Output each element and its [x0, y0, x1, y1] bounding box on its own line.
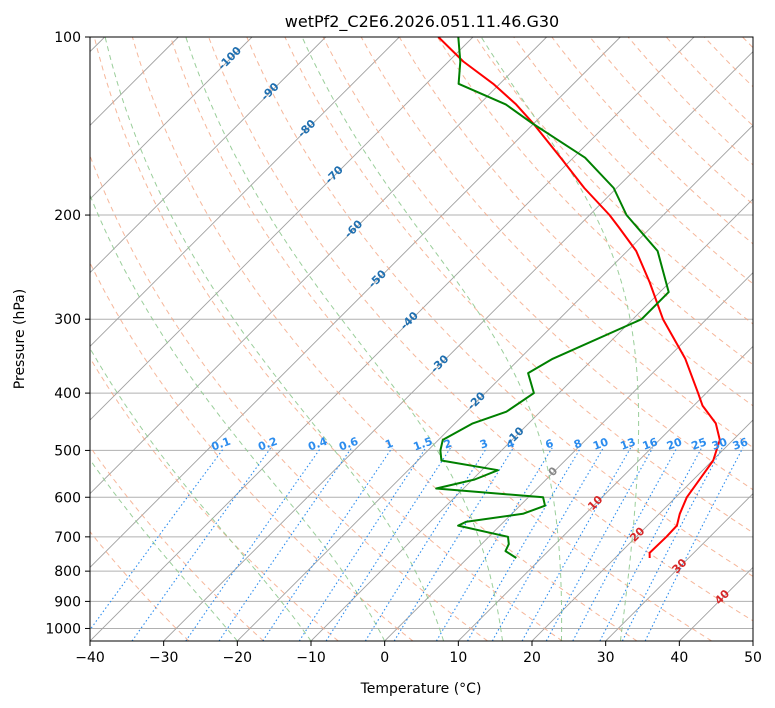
- mixing-ratio-label-25: 25: [690, 435, 709, 452]
- y-tick-label-100: 100: [54, 30, 81, 46]
- dry-adiabat-60: [246, 37, 753, 577]
- mixing-ratio-label-0.2: 0.2: [256, 435, 279, 454]
- moist-adiabat-5: [301, 37, 563, 641]
- dry-adiabat-110: [436, 37, 753, 366]
- x-tick-label-50: 50: [744, 650, 762, 666]
- mixing-ratio-label-36: 36: [731, 435, 750, 453]
- isotherm--20: [237, 124, 753, 641]
- mixing-ratio-label-0.4: 0.4: [306, 435, 329, 454]
- mixing-ratio-label-4: 4: [505, 437, 517, 452]
- mixing-ratio-line-30: [621, 447, 723, 641]
- chart-title: wetPf2_C2E6.2026.051.11.46.G30: [285, 12, 559, 32]
- mixing-ratio-label-3: 3: [478, 437, 490, 452]
- isotherm-10: [458, 345, 753, 641]
- mixing-ratio-line-1.5: [298, 447, 427, 641]
- mixing-ratio-label-0.1: 0.1: [210, 435, 233, 454]
- mixing-ratio-line-2: [325, 447, 452, 641]
- moist-adiabat-2: [90, 193, 386, 641]
- mixing-ratio-label-10: 10: [591, 435, 610, 453]
- inline-labels: 0.1 0.2 0.4 0.6 1 1.5 2 3 4 6 8 10 13 16 20 25 30 36-100-…: [210, 44, 750, 607]
- y-tick-label-200: 200: [54, 208, 81, 224]
- y-tick-label-800: 800: [54, 564, 81, 580]
- isotherm-0: [384, 272, 753, 641]
- x-tick-label-40: 40: [670, 650, 688, 666]
- mixing-ratio-label-13: 13: [619, 435, 638, 452]
- mixing-ratio-line-8: [467, 447, 582, 641]
- mixing-ratio-label-6: 6: [544, 437, 556, 452]
- y-tick-label-900: 900: [54, 594, 81, 610]
- moist-adiabat-6: [480, 37, 640, 641]
- isotherm--100: [90, 37, 253, 200]
- y-tick-label-1000: 1000: [45, 621, 81, 637]
- isotherm--40: [90, 37, 695, 641]
- sounding-lines: [435, 37, 721, 559]
- dry-adiabat-30: [131, 37, 638, 641]
- x-tick-label-0: 0: [380, 650, 389, 666]
- mixing-ratio-line-0.4: [185, 447, 322, 641]
- moist-adiabat-0: [90, 458, 238, 641]
- mixing-ratio-label-1.5: 1.5: [412, 435, 435, 454]
- x-tick-label--40: −40: [75, 650, 105, 666]
- plot-frame: [89, 36, 754, 642]
- dry-adiabat-0: [90, 261, 414, 641]
- mixing-ratio-label-30: 30: [710, 435, 729, 453]
- dry-adiabat-80: [322, 37, 753, 491]
- x-tick-label-20: 20: [523, 650, 541, 666]
- isotherm--90: [90, 37, 326, 274]
- mixing-ratio-line-1: [262, 447, 393, 641]
- mixing-ratio-label-2: 2: [442, 437, 454, 452]
- y-tick-label-400: 400: [54, 386, 81, 402]
- x-tick-label--30: −30: [149, 650, 179, 666]
- mixing-ratio-line-0.1: [90, 447, 225, 631]
- y-tick-label-500: 500: [54, 443, 81, 459]
- dry-adiabat-70: [284, 37, 753, 534]
- grid-layer: [90, 37, 753, 641]
- mixing-ratio-label-1: 1: [383, 437, 395, 452]
- mixing-ratio-line-4: [393, 447, 514, 641]
- x-tick-label--10: −10: [296, 650, 326, 666]
- mixing-ratio-line-20: [572, 447, 678, 641]
- y-tick-label-700: 700: [54, 530, 81, 546]
- isotherm--60: [90, 37, 547, 495]
- isotherm--50: [90, 37, 621, 568]
- axes: −40 −30 −20 −10 0 10 20 30 40 5010020030040050060…: [45, 30, 762, 666]
- mixing-ratio-line-0.6: [218, 447, 353, 641]
- dry-adiabat--10: [90, 357, 339, 641]
- dry-adiabat-130: [513, 37, 753, 285]
- isotherm-30: [605, 493, 753, 641]
- moist-adiabat-1: [90, 347, 312, 641]
- moist-adiabat-3: [104, 37, 445, 641]
- mixing-ratio-label-16: 16: [641, 435, 660, 453]
- mixing-ratio-line-3: [364, 447, 488, 641]
- dry-adiabat-100: [398, 37, 753, 407]
- isotherm--80: [90, 37, 400, 347]
- isotherm--70: [90, 37, 474, 421]
- x-tick-label-30: 30: [597, 650, 615, 666]
- x-tick-label-10: 10: [449, 650, 467, 666]
- mixing-ratio-line-25: [599, 447, 703, 641]
- series-dewpoint: [435, 37, 670, 559]
- mixing-ratio-line-0.2: [131, 447, 272, 641]
- isotherm--30: [163, 51, 753, 641]
- moist-adiabat-4: [185, 37, 503, 641]
- x-axis-label: Temperature (°C): [360, 681, 482, 697]
- mixing-ratio-label-0.6: 0.6: [337, 435, 360, 454]
- mixing-ratio-label-20: 20: [665, 435, 684, 453]
- y-tick-label-600: 600: [54, 490, 81, 506]
- isotherm-20: [531, 419, 753, 641]
- y-axis-label: Pressure (hPa): [12, 289, 28, 389]
- y-tick-label-300: 300: [54, 312, 81, 328]
- mixing-ratio-label-8: 8: [572, 437, 584, 452]
- x-tick-label--20: −20: [223, 650, 253, 666]
